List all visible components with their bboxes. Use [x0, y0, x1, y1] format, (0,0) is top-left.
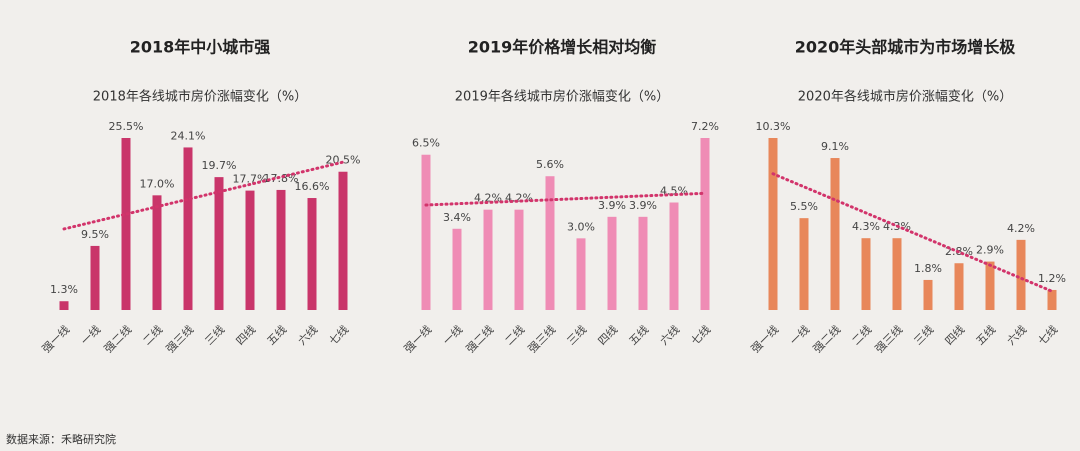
category-label: 强三线 — [163, 322, 196, 355]
bar — [452, 228, 462, 310]
category-label: 五线 — [973, 322, 998, 347]
value-label: 16.6% — [295, 180, 330, 193]
value-label: 24.1% — [171, 129, 206, 142]
category-label: 三线 — [564, 322, 589, 347]
trendline — [424, 191, 707, 207]
source-note: 数据来源：禾略研究院 — [6, 432, 116, 446]
bar — [892, 238, 902, 310]
bar — [421, 154, 431, 310]
bar — [923, 279, 933, 310]
category-label: 强二线 — [810, 322, 843, 355]
category-label: 强二线 — [101, 322, 134, 355]
value-label: 6.5% — [412, 137, 440, 150]
bar — [59, 301, 69, 310]
bar — [276, 189, 286, 310]
bar — [483, 209, 493, 310]
value-label: 20.5% — [326, 154, 361, 167]
category-label: 七线 — [688, 322, 713, 347]
value-label: 9.5% — [81, 228, 109, 241]
bar — [152, 195, 162, 310]
category-label: 五线 — [264, 322, 289, 347]
bar — [307, 198, 317, 310]
category-label: 强三线 — [525, 322, 558, 355]
category-label: 强一线 — [39, 322, 72, 355]
category-label: 五线 — [626, 322, 651, 347]
bar — [954, 263, 964, 310]
trendline — [62, 160, 345, 231]
value-label: 19.7% — [202, 159, 237, 172]
category-label: 强一线 — [401, 322, 434, 355]
bar — [669, 202, 679, 310]
bar — [338, 171, 348, 310]
trendline — [771, 172, 1054, 293]
category-label: 三线 — [202, 322, 227, 347]
category-label: 二线 — [849, 322, 874, 347]
chart-subtitle: 2018年各线城市房价涨幅变化（%） — [93, 89, 307, 105]
value-label: 5.6% — [536, 158, 564, 171]
category-label: 一线 — [787, 322, 812, 347]
bar — [1016, 239, 1026, 310]
category-label: 四线 — [233, 322, 258, 347]
bar — [545, 176, 555, 310]
value-label: 4.2% — [1007, 222, 1035, 235]
bar — [607, 216, 617, 310]
category-label: 一线 — [440, 322, 465, 347]
bar — [799, 218, 809, 310]
category-label: 一线 — [78, 322, 103, 347]
value-label: 3.9% — [629, 199, 657, 212]
bar — [985, 261, 995, 310]
chart-title: 2019年价格增长相对均衡 — [468, 38, 657, 57]
value-label: 3.9% — [598, 199, 626, 212]
bar — [514, 209, 524, 310]
bar — [183, 147, 193, 310]
value-label: 5.5% — [790, 200, 818, 213]
value-label: 9.1% — [821, 140, 849, 153]
value-label: 1.3% — [50, 283, 78, 296]
value-label: 4.2% — [505, 192, 533, 205]
value-label: 7.2% — [691, 120, 719, 133]
category-label: 四线 — [595, 322, 620, 347]
category-label: 四线 — [942, 322, 967, 347]
value-label: 4.5% — [660, 185, 688, 198]
category-label: 七线 — [326, 322, 351, 347]
category-label: 六线 — [657, 322, 682, 347]
value-label: 3.4% — [443, 211, 471, 224]
bar — [214, 177, 224, 310]
chart-subtitle: 2019年各线城市房价涨幅变化（%） — [455, 89, 669, 105]
value-label: 1.2% — [1038, 272, 1066, 285]
value-label: 2.9% — [976, 244, 1004, 257]
chart-title: 2018年中小城市强 — [130, 38, 271, 57]
bar — [576, 238, 586, 310]
value-label: 10.3% — [756, 120, 791, 133]
category-label: 六线 — [295, 322, 320, 347]
bar — [638, 216, 648, 310]
bar — [700, 138, 710, 310]
value-label: 1.8% — [914, 262, 942, 275]
category-label: 二线 — [502, 322, 527, 347]
category-label: 六线 — [1004, 322, 1029, 347]
value-label: 3.0% — [567, 220, 595, 233]
value-label: 4.3% — [852, 220, 880, 233]
category-label: 三线 — [911, 322, 936, 347]
bar — [90, 245, 100, 310]
category-label: 七线 — [1035, 322, 1060, 347]
category-label: 强二线 — [463, 322, 496, 355]
bar — [830, 158, 840, 310]
bar — [768, 138, 778, 310]
bar — [245, 190, 255, 310]
chart-subtitle: 2020年各线城市房价涨幅变化（%） — [798, 89, 1012, 105]
category-label: 强一线 — [748, 322, 781, 355]
bar — [121, 138, 131, 310]
value-label: 17.0% — [140, 177, 175, 190]
bar — [861, 238, 871, 310]
value-label: 25.5% — [109, 120, 144, 133]
category-label: 强三线 — [872, 322, 905, 355]
category-label: 二线 — [140, 322, 165, 347]
chart-title: 2020年头部城市为市场增长极 — [795, 38, 1017, 57]
bar — [1047, 289, 1057, 310]
